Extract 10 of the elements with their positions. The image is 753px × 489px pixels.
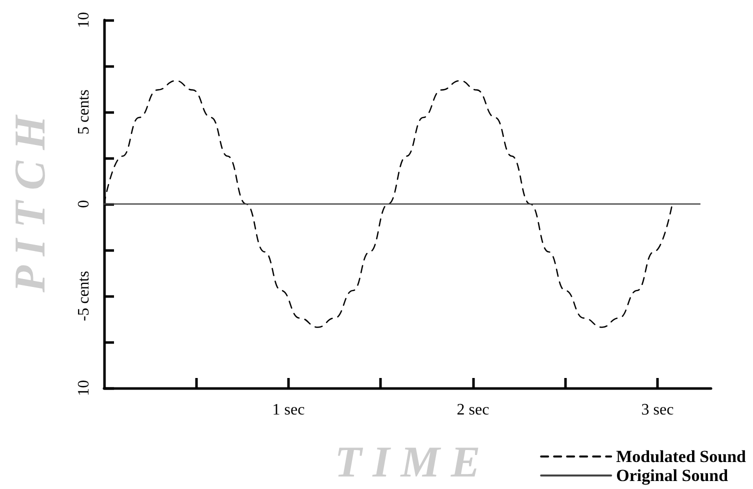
y-tick-label: 10 — [76, 12, 92, 28]
legend-label: Modulated Sound — [616, 447, 747, 466]
x-tick-label: 2 sec — [456, 402, 490, 418]
x-tick-label: 1 sec — [272, 402, 305, 418]
y-tick-label: 5 cents — [76, 90, 92, 134]
y-tick-label: 0 — [76, 200, 92, 208]
legend-label: Original Sound — [616, 466, 729, 485]
y-tick-label: -5 cents — [76, 270, 92, 322]
y-tick-label: 10 — [76, 380, 92, 396]
x-tick-label: 3 sec — [641, 402, 674, 418]
